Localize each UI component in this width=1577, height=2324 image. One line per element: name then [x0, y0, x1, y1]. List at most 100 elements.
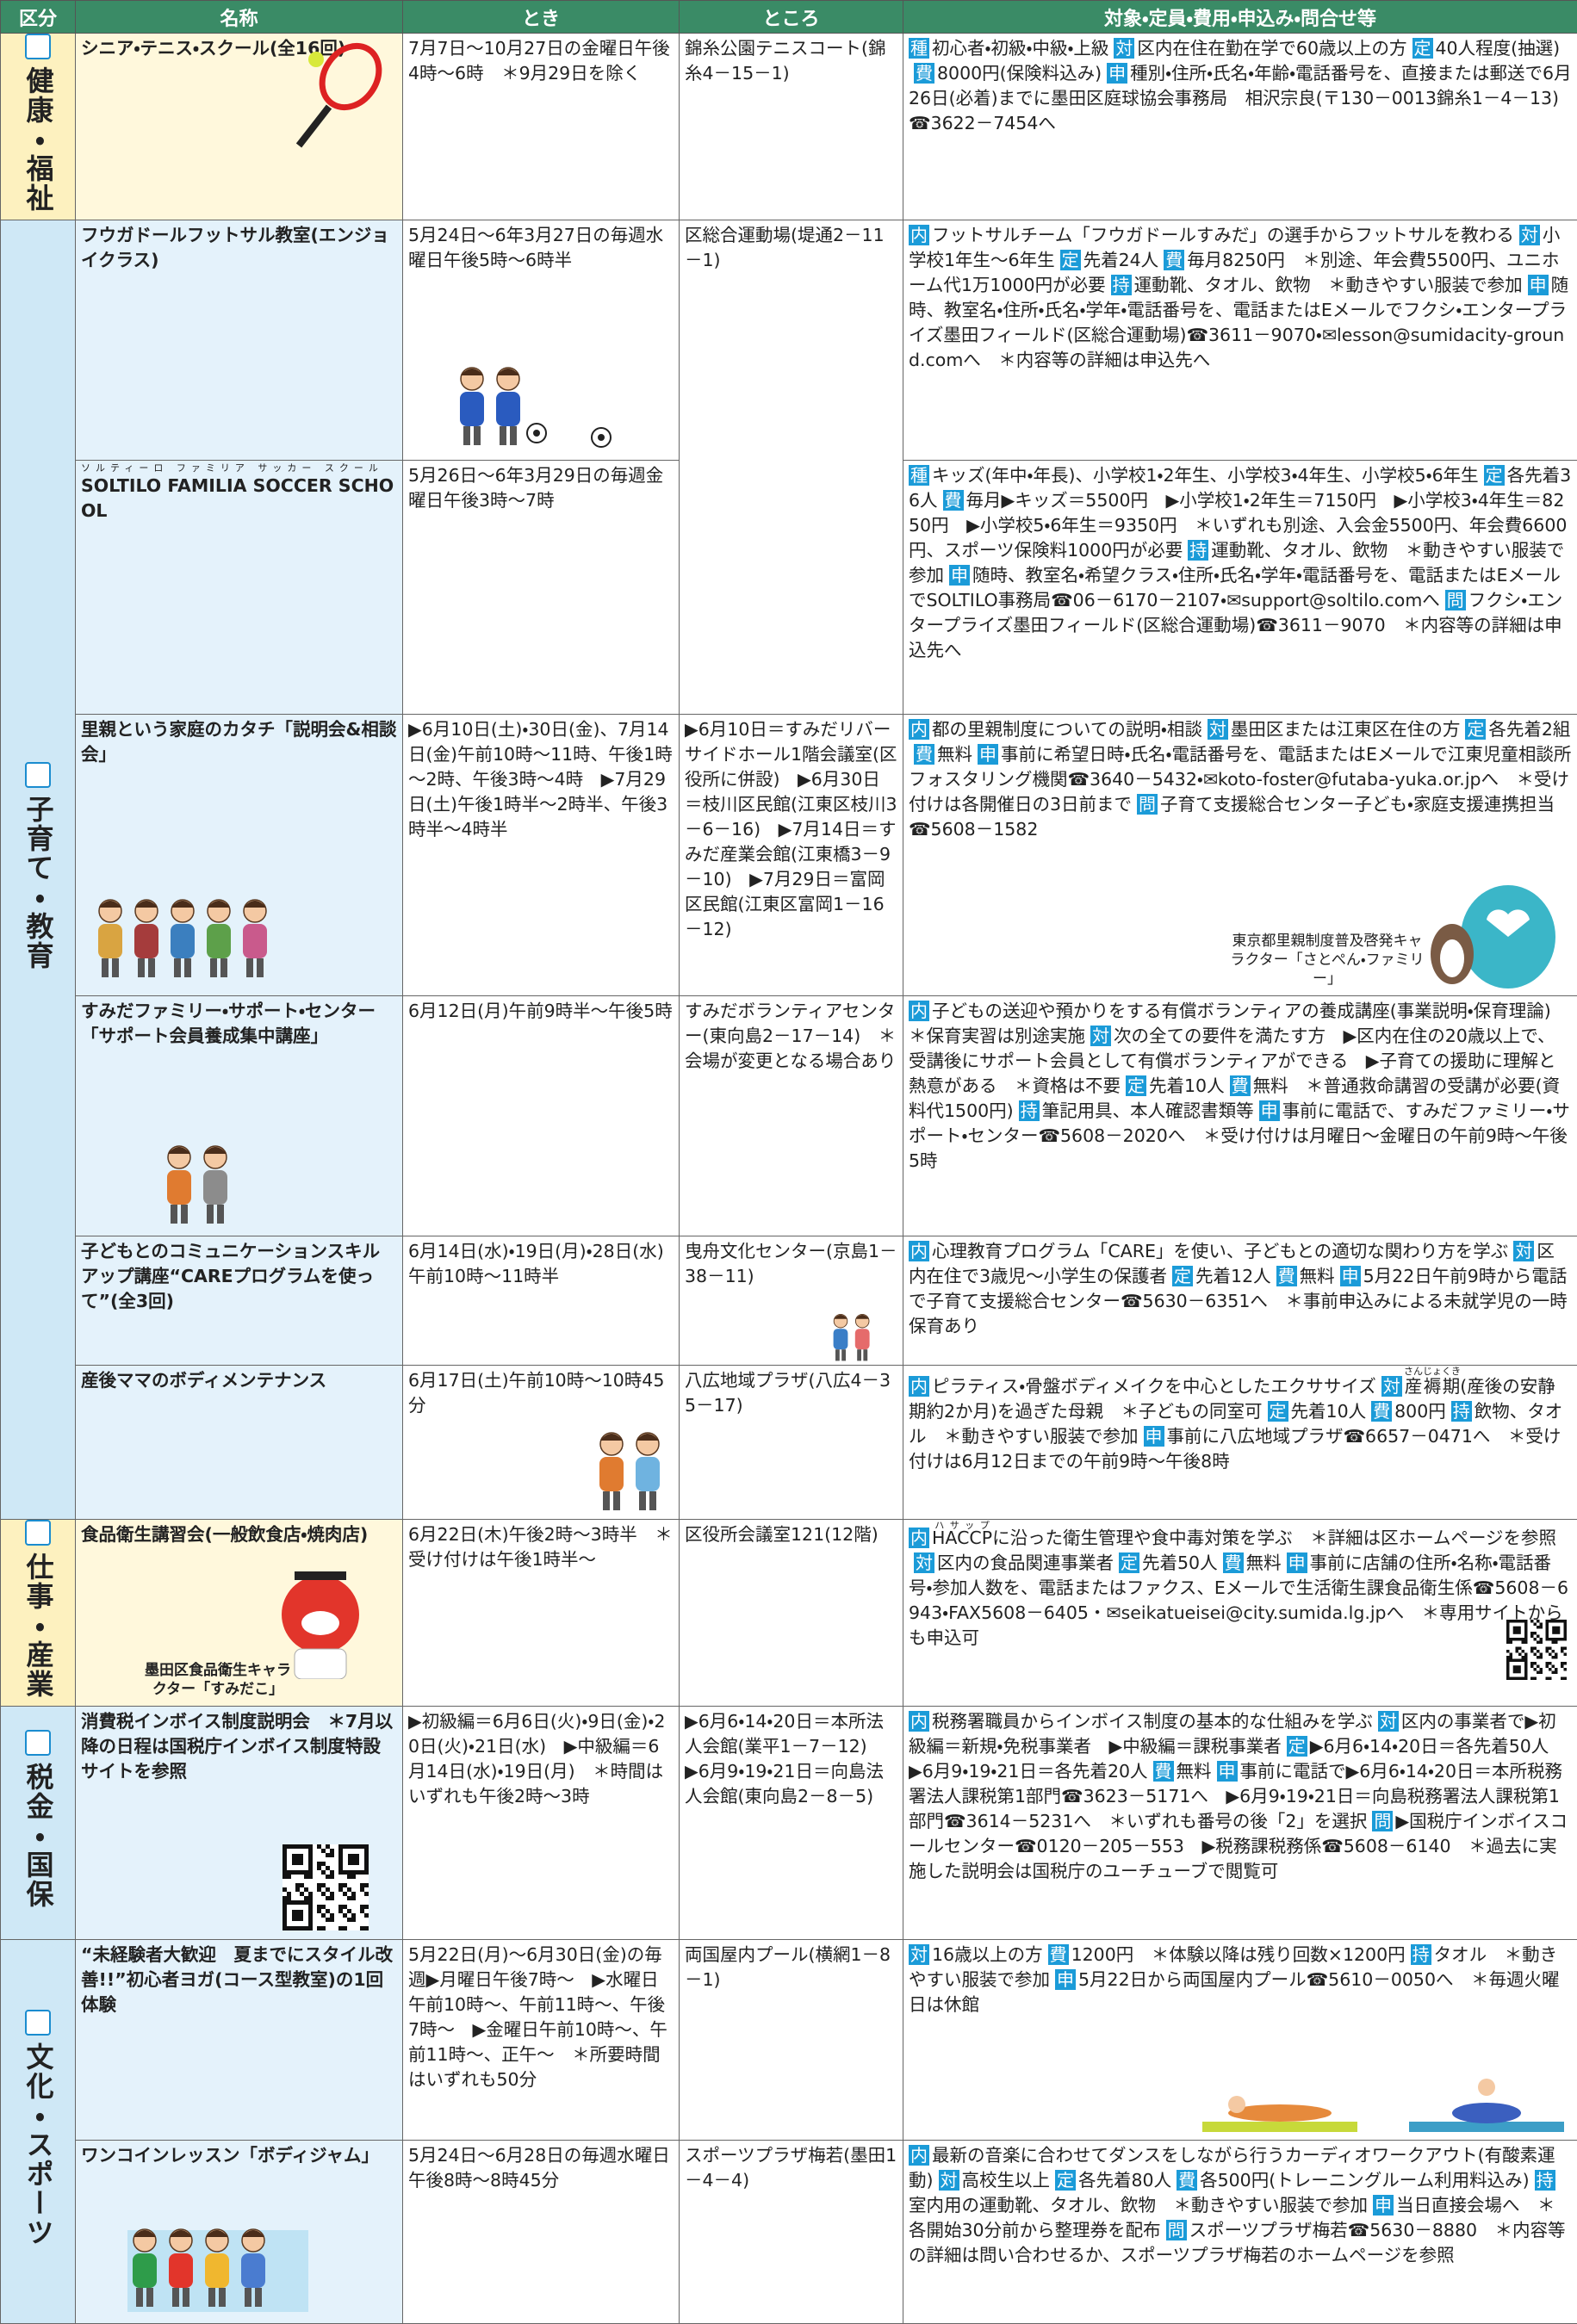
column-header: 対象・定員・費用・申込み・問合せ等: [903, 1, 1577, 34]
detail-label: 申: [1373, 2195, 1394, 2216]
where-cell: すみだボランティアセンター(東向島2－17－14) ＊会場が変更となる場合あり: [680, 996, 903, 1236]
detail-text: 40人程度(抽選): [1436, 38, 1561, 59]
category-cell: 文化・スポーツ: [1, 1940, 76, 2324]
detail-label: 定: [1412, 38, 1433, 59]
when-cell: 6月12日(月)午前9時半～午後5時: [403, 996, 680, 1236]
detail-item: 内ピラティス・骨盤ボディメイクを中心としたエクササイズ: [909, 1376, 1376, 1397]
name-ruby: ソルティーロ ファミリア サッカー スクール: [81, 463, 397, 474]
detail-label: 問: [1372, 1811, 1393, 1831]
event-where: スポーツプラザ梅若(墨田1－4－4): [685, 2145, 897, 2191]
detail-item: 内フットサルチーム「フウガドールすみだ」の選手からフットサルを教わる: [909, 225, 1514, 245]
detail-label: 申: [1340, 1266, 1361, 1286]
detail-label: 定: [1465, 719, 1486, 740]
detail-text: 8000円(保険料込み): [937, 63, 1102, 84]
event-row: ワンコインレッスン「ボディジャム」 5月24日～6月28日の毎週水曜日午後8時～8…: [1, 2141, 1577, 2324]
detail-label: 申: [978, 744, 998, 765]
detail-item: 費無料: [1218, 1552, 1282, 1573]
event-when: 7月7日～10月27日の金曜日午後4時～6時 ＊9月29日を除く: [408, 38, 670, 84]
event-name: 食品衛生講習会(一般飲食店・焼肉店): [81, 1524, 368, 1545]
category-name: 子育て・教育: [26, 795, 51, 970]
illustration: [820, 1310, 897, 1361]
illustration: [162, 1138, 291, 1229]
detail-item: 定先着12人: [1167, 1266, 1271, 1286]
event-where: ▶6月10日＝すみだリバーサイドホール1階会議室(区役所に併設) ▶6月30日＝…: [685, 719, 897, 939]
detail-item: 定各先着2組: [1460, 719, 1570, 740]
detail-item: 内都の里親制度についての説明・相談: [909, 719, 1202, 740]
detail-label: 対: [1090, 1026, 1111, 1046]
event-row: 税金・国保消費税インボイス制度説明会 ＊7月以降の日程は国税庁インボイス制度特設…: [1, 1707, 1577, 1940]
event-row: 子育て・教育フウガドールフットサル教室(エンジョイクラス)5月24日～6年3月2…: [1, 220, 1577, 461]
event-name: フウガドールフットサル教室(エンジョイクラス): [81, 225, 389, 270]
detail-label: 費: [943, 490, 964, 511]
detail-label: 定: [1126, 1075, 1146, 1096]
detail-item: 持運動靴、タオル、飲物 ＊動きやすい服装で参加: [1106, 275, 1523, 295]
details-cell: 内フットサルチーム「フウガドールすみだ」の選手からフットサルを教わる対小学校1年…: [903, 220, 1577, 461]
category-name: 文化・スポーツ: [26, 2042, 51, 2247]
detail-text: 各500円(トレーニングルーム利用料込み): [1200, 2170, 1530, 2191]
illustration: [1426, 868, 1564, 988]
ruby-word: HACCPハサップ: [932, 1528, 992, 1548]
where-cell: 両国屋内プール(横網1－8－1): [680, 1940, 903, 2141]
detail-text: 先着24人: [1083, 250, 1159, 270]
detail-label: 定: [1119, 1552, 1139, 1573]
event-when: 5月24日～6月28日の毎週水曜日午後8時～8時45分: [408, 2145, 670, 2191]
event-where: 曳舟文化センター(京島1－38－11): [685, 1241, 897, 1286]
column-header: 名称: [76, 1, 403, 34]
illustration: [290, 42, 385, 150]
detail-item: 内税務署職員からインボイス制度の基本的な仕組みを学ぶ: [909, 1711, 1373, 1732]
column-header: とき: [403, 1, 680, 34]
detail-item: 種キッズ(年中・年長)、小学校1・2年生、小学校3・4年生、小学校5・6年生: [909, 465, 1479, 486]
category-cell: 子育て・教育: [1, 220, 76, 1520]
detail-text: 1200円 ＊体験以降は残り回数×1200円: [1071, 1944, 1406, 1965]
column-header: ところ: [680, 1, 903, 34]
detail-text: 無料: [1300, 1266, 1335, 1286]
event-row: すみだファミリー・サポート・センター「サポート会員養成集中講座」6月12日(月)…: [1, 996, 1577, 1236]
when-cell: 6月14日(水)・19日(月)・28日(水)午前10時～11時半: [403, 1236, 680, 1366]
detail-label: 内: [909, 1528, 929, 1548]
detail-label: 申: [1287, 1552, 1307, 1573]
detail-text: 各先着2組: [1488, 719, 1570, 740]
detail-label: 内: [909, 1711, 929, 1732]
detail-label: 定: [1172, 1266, 1193, 1286]
category-cell: 税金・国保: [1, 1707, 76, 1940]
detail-text: 区内在住在勤在学で60歳以上の方: [1137, 38, 1406, 59]
when-cell: 7月7日～10月27日の金曜日午後4時～6時 ＊9月29日を除く: [403, 34, 680, 220]
detail-label: 費: [1276, 1266, 1297, 1286]
detail-text: フットサルチーム「フウガドールすみだ」の選手からフットサルを教わる: [932, 225, 1514, 245]
event-when: 6月12日(月)午前9時半～午後5時: [408, 1001, 673, 1021]
detail-label: 申: [1107, 63, 1127, 84]
detail-label: 費: [914, 63, 934, 84]
detail-label: 対: [914, 1552, 934, 1573]
event-where: 八広地域プラザ(八広4－35－17): [685, 1370, 891, 1416]
details-cell: 内都の里親制度についての説明・相談対墨田区または江東区在住の方定各先着2組費無料…: [903, 715, 1577, 996]
event-row: 里親という家庭のカタチ「説明会&相談会」▶6月10日(土)・30日(金)、7月1…: [1, 715, 1577, 996]
detail-item: 費無料: [1148, 1761, 1212, 1782]
detail-label: 持: [1188, 540, 1208, 561]
detail-label: 持: [1411, 1944, 1431, 1965]
details-cell: 内ピラティス・骨盤ボディメイクを中心としたエクササイズ対産褥期さんじょくき(産後…: [903, 1366, 1577, 1520]
detail-label: 持: [1019, 1100, 1040, 1121]
detail-label: 費: [1153, 1761, 1174, 1782]
where-cell: ▶6月6・14・20日＝本所法人会館(業平1－7－12) ▶6月9・19・21日…: [680, 1707, 903, 1940]
detail-text: 無料: [1246, 1552, 1282, 1573]
details-cell: 内税務署職員からインボイス制度の基本的な仕組みを学ぶ対区内の事業者で▶初級編＝新…: [903, 1707, 1577, 1940]
event-when: 6月22日(木)午後2時～3時半 ＊受け付けは午後1時半～: [408, 1524, 673, 1570]
event-name: ワンコインレッスン「ボディジャム」: [81, 2145, 379, 2166]
event-when: 5月24日～6年3月27日の毎週水曜日午後5時～6時半: [408, 225, 663, 270]
detail-text: 先着50人: [1142, 1552, 1218, 1573]
event-where: ▶6月6・14・20日＝本所法人会館(業平1－7－12) ▶6月9・19・21日…: [685, 1711, 885, 1807]
illustration: [594, 1425, 672, 1515]
ruby-reading: ハサップ: [932, 1520, 992, 1531]
when-cell: 6月22日(木)午後2時～3時半 ＊受け付けは午後1時半～: [403, 1520, 680, 1707]
detail-label: 持: [1535, 2170, 1555, 2191]
when-cell: 5月22日(月)～6月30日(金)の毎週▶月曜日午後7時～ ▶水曜日午前10時～…: [403, 1940, 680, 2141]
event-name: “未経験者大歓迎 夏までにスタイル改善!!”初心者ヨガ(コース型教室)の1回体験: [81, 1944, 393, 2015]
event-when: ▶6月10日(土)・30日(金)、7月14日(金)午前10時～11時、午後1時～…: [408, 719, 673, 840]
name-cell: すみだファミリー・サポート・センター「サポート会員養成集中講座」: [76, 996, 403, 1236]
detail-label: 対: [939, 2170, 959, 2191]
event-where: すみだボランティアセンター(東向島2－17－14) ＊会場が変更となる場合あり: [685, 1001, 896, 1071]
